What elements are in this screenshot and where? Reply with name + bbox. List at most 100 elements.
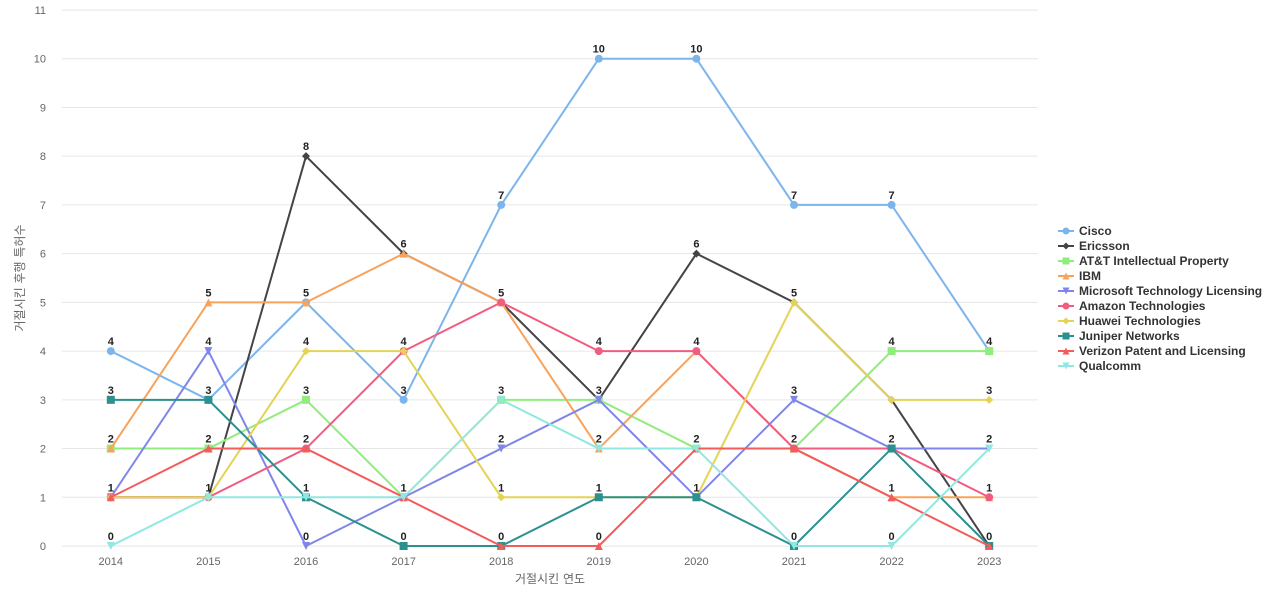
legend-label: Ericsson [1079,239,1130,253]
data-label: 4 [401,336,408,348]
data-point [497,444,506,453]
series-7 [106,395,994,550]
grid-layer [62,9,1038,547]
data-point [887,347,896,356]
data-label: 4 [303,336,310,348]
data-point [204,298,213,307]
data-point [887,395,896,404]
data-label: 4 [889,336,896,348]
data-label: 2 [791,434,797,446]
data-point [692,444,701,453]
legend-label: Amazon Technologies [1079,299,1206,313]
data-point [399,249,408,258]
legend-item-2: AT&T Intellectual Property [1058,254,1229,268]
data-label: 3 [986,385,992,397]
data-point [106,542,115,550]
data-point [790,298,798,307]
legend-item-0: Cisco [1058,224,1112,238]
data-point [985,347,994,356]
series-line [110,57,991,401]
data-label: 0 [791,531,797,543]
data-point [790,395,798,404]
data-point [594,54,603,63]
legend-marker [1062,287,1070,295]
x-tick-label: 2019 [587,556,611,568]
data-point [302,347,310,356]
data-label: 1 [303,482,309,494]
data-point [692,249,701,258]
data-point [204,347,213,356]
legend-marker [1062,257,1070,265]
data-label: 1 [986,482,992,494]
series-layer [106,54,994,550]
legend-marker [1062,347,1070,355]
data-label: 2 [205,434,211,446]
series-line [110,301,990,499]
data-label: 7 [498,190,504,202]
y-tick-label: 4 [40,346,46,358]
data-point [497,493,506,502]
x-tick-label: 2014 [99,556,123,568]
data-point [887,542,896,550]
data-point [399,395,408,404]
y-tick-label: 2 [40,444,46,456]
data-label: 2 [108,434,114,446]
legend-marker [1062,302,1070,310]
data-label: 2 [986,434,992,446]
x-tick-label: 2020 [684,556,708,568]
data-point [204,395,213,404]
y-tick-label: 8 [40,151,46,163]
data-label: 2 [889,434,895,446]
data-label: 4 [596,336,603,348]
legend-marker [1062,272,1070,280]
data-label: 2 [303,434,309,446]
data-point [302,152,310,161]
data-label: 2 [693,434,699,446]
data-label: 6 [693,239,699,251]
data-label: 3 [303,385,309,397]
data-point [594,347,603,356]
data-point [399,542,408,550]
data-point [594,493,603,502]
series-8 [106,444,994,550]
legend-marker [1062,362,1070,370]
data-label: 1 [205,482,211,494]
data-point [790,542,798,550]
data-point [985,493,994,502]
data-label: 0 [303,531,309,543]
data-label: 7 [889,190,895,202]
data-label: 1 [693,482,699,494]
series-3 [106,249,994,502]
data-point [887,493,896,502]
data-label: 4 [205,336,212,348]
x-tick-label: 2022 [879,556,903,568]
series-line [110,398,990,547]
data-point [497,395,506,404]
data-point [399,493,408,502]
legend-marker [1062,227,1070,235]
data-point [887,200,896,209]
legend-item-8: Verizon Patent and Licensing [1058,344,1246,358]
data-point [985,444,994,453]
data-point [399,347,408,356]
data-label: 0 [401,531,407,543]
legend-item-9: Qualcomm [1058,359,1141,373]
x-tick-label: 2016 [294,556,318,568]
data-label: 5 [205,287,211,299]
data-point [204,444,213,453]
legend-item-3: IBM [1058,269,1101,283]
data-point [985,395,994,404]
legend-marker [1062,317,1070,325]
legend-label: IBM [1079,269,1101,283]
data-point [204,493,213,502]
data-label: 0 [596,531,602,543]
legend-label: AT&T Intellectual Property [1079,254,1229,268]
data-label: 3 [401,385,407,397]
data-label: 1 [108,482,114,494]
data-point [106,395,115,404]
data-point [594,542,603,550]
y-tick-label: 5 [40,297,46,309]
legend-item-1: Ericsson [1058,239,1130,253]
